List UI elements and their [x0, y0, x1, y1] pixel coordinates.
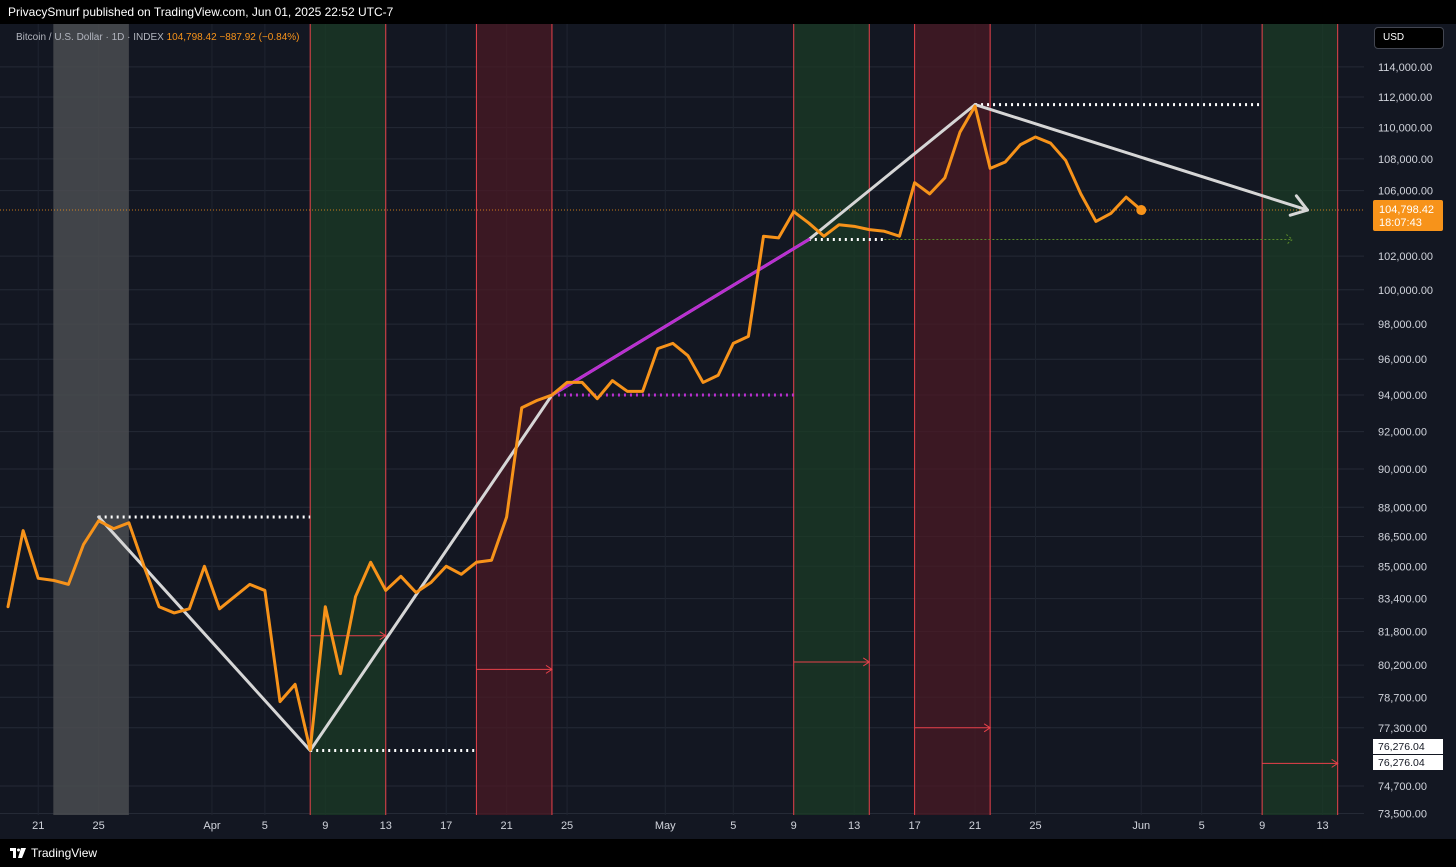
x-tick-label-12: 13 [848, 820, 860, 832]
projection-line-1 [550, 238, 811, 397]
y-tick-label-5: 102,000.00 [1378, 251, 1433, 263]
zone-arrow-head-2 [862, 657, 871, 667]
price-chart[interactable]: 114,000.00 112,000.00 110,000.00 108,000.00… [0, 24, 1456, 839]
zone-green-3 [793, 24, 870, 815]
y-tick-label-9: 94,000.00 [1378, 390, 1427, 402]
last-price-tag [1373, 200, 1443, 231]
last-price-dot [1136, 205, 1147, 216]
x-tick-label-19: 13 [1316, 820, 1328, 832]
y-tick-label-21: 73,500.00 [1378, 809, 1427, 821]
y-tick-label-14: 85,000.00 [1378, 561, 1427, 573]
price-series [6, 104, 1147, 752]
last-price-tag-value: 104,798.42 [1379, 204, 1434, 216]
low-tag-2-value: 76,276.04 [1378, 757, 1425, 769]
x-tick-label-14: 21 [969, 820, 981, 832]
published-text: PrivacySmurf published on TradingView.co… [8, 5, 394, 19]
projection-arrow-head-2 [1288, 194, 1309, 217]
y-tick-label-12: 88,000.00 [1378, 502, 1427, 514]
dotted-levels [98, 103, 1294, 752]
x-tick-label-8: 25 [561, 820, 573, 832]
zone-arrow-head-1 [545, 664, 553, 674]
x-tick-label-9: May [655, 820, 676, 832]
x-tick-label-3: 5 [262, 820, 268, 832]
projection-line-2 [973, 103, 1309, 212]
y-tick-label-20: 74,700.00 [1378, 781, 1427, 793]
y-tick-label-17: 80,200.00 [1378, 660, 1427, 672]
x-tick-label-1: 25 [93, 820, 105, 832]
y-tick-label-11: 90,000.00 [1378, 464, 1427, 476]
x-tick-label-17: 5 [1199, 820, 1205, 832]
footer-brand: TradingView [31, 846, 98, 860]
y-tick-label-1: 112,000.00 [1378, 92, 1432, 104]
y-tick-label-13: 86,500.00 [1378, 532, 1427, 544]
symbol-name: Bitcoin / U.S. Dollar · 1D · INDEX [16, 32, 164, 43]
price-tags: 104,798.42 18:07:43 76,276.04 76,276.04 [1373, 200, 1443, 770]
y-tick-label-19: 77,300.00 [1378, 723, 1427, 735]
zone-green-5 [1262, 24, 1338, 815]
y-tick-label-10: 92,000.00 [1378, 427, 1427, 439]
legend-price: 104,798.42 [166, 32, 217, 43]
x-tick-label-16: Jun [1132, 820, 1150, 832]
low-tag-2 [1373, 755, 1443, 770]
x-tick-label-0: 21 [32, 820, 44, 832]
legend-change: −887.92 (−0.84%) [219, 32, 300, 43]
publisher-header: PrivacySmurf published on TradingView.co… [0, 0, 1456, 24]
last-price-countdown: 18:07:43 [1379, 217, 1422, 229]
x-tick-label-6: 17 [440, 820, 452, 832]
projection-lines [97, 103, 1309, 752]
zone-boundary-lines [309, 24, 1339, 815]
currency-button[interactable]: USD [1374, 27, 1444, 49]
zone-arrow-head-0 [379, 631, 387, 641]
x-tick-label-10: 5 [730, 820, 736, 832]
x-tick-label-18: 9 [1259, 820, 1265, 832]
zone-arrow-head-3 [983, 723, 992, 733]
footer-bar: TradingView [0, 839, 1456, 867]
x-tick-label-2: Apr [203, 820, 220, 832]
y-tick-label-8: 96,000.00 [1378, 354, 1427, 366]
x-tick-label-4: 9 [322, 820, 328, 832]
price-line [6, 104, 1143, 752]
y-tick-label-3: 108,000.00 [1378, 154, 1433, 166]
zone-red-2 [476, 24, 552, 815]
y-tick-label-0: 114,000.00 [1378, 62, 1432, 74]
dotted-level-arrow-4 [1286, 234, 1294, 245]
time-zones [53, 24, 1338, 815]
zone-green-1 [310, 24, 386, 815]
y-tick-label-2: 110,000.00 [1378, 123, 1432, 135]
zone-gray-0 [53, 24, 129, 815]
x-tick-label-11: 9 [791, 820, 797, 832]
zone-arrow-head-4 [1331, 758, 1339, 768]
y-tick-label-18: 78,700.00 [1378, 692, 1427, 704]
grid-lines [0, 24, 1364, 815]
y-tick-label-4: 106,000.00 [1378, 186, 1433, 198]
symbol-legend: Bitcoin / U.S. Dollar · 1D · INDEX 104,7… [16, 32, 300, 43]
x-tick-label-5: 13 [380, 820, 392, 832]
x-tick-label-15: 25 [1029, 820, 1041, 832]
y-tick-label-6: 100,000.00 [1378, 285, 1433, 297]
low-tag-1-value: 76,276.04 [1378, 741, 1425, 753]
low-tag-1 [1373, 739, 1443, 754]
y-tick-label-16: 81,800.00 [1378, 627, 1427, 639]
y-tick-label-15: 83,400.00 [1378, 594, 1427, 606]
y-tick-label-7: 98,000.00 [1378, 319, 1427, 331]
price-axis: 114,000.00 112,000.00 110,000.00 108,000.00… [1378, 62, 1433, 821]
x-tick-label-7: 21 [501, 820, 513, 832]
tradingview-logo-icon [10, 848, 26, 858]
x-tick-label-13: 17 [908, 820, 920, 832]
time-axis: 21 25 Apr 5 9 13 17 21 25 May 5 9 13 17 21 25 Jun 5 9 13 [32, 820, 1329, 832]
zone-arrows [310, 631, 1339, 768]
